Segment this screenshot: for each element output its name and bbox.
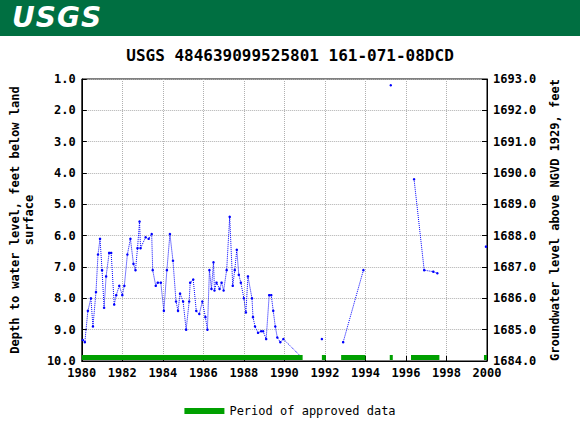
svg-text:4.0: 4.0	[54, 166, 76, 180]
svg-text:1980: 1980	[67, 366, 96, 380]
svg-text:1996: 1996	[392, 366, 421, 380]
svg-text:6.0: 6.0	[54, 229, 76, 243]
svg-text:1688.0: 1688.0	[493, 229, 536, 243]
svg-text:2000: 2000	[473, 366, 502, 380]
svg-text:Period of approved data: Period of approved data	[229, 404, 395, 418]
svg-text:1693.0: 1693.0	[493, 72, 536, 86]
svg-text:8.0: 8.0	[54, 291, 76, 305]
svg-text:1986: 1986	[189, 366, 218, 380]
svg-text:1998: 1998	[432, 366, 461, 380]
svg-text:1988: 1988	[229, 366, 258, 380]
svg-text:9.0: 9.0	[54, 323, 76, 337]
svg-text:1982: 1982	[108, 366, 137, 380]
html-text:USGS: USGS	[12, 1, 103, 34]
svg-text:USGS 484639099525801 161-071-0: USGS 484639099525801 161-071-08DCD	[126, 46, 454, 65]
svg-text:5.0: 5.0	[54, 197, 76, 211]
svg-text:1690.0: 1690.0	[493, 166, 536, 180]
svg-text:1691.0: 1691.0	[493, 135, 536, 149]
svg-text:1684.0: 1684.0	[493, 354, 537, 368]
svg-text:1686.0: 1686.0	[493, 291, 536, 305]
svg-text:Depth to water level, feet bel: Depth to water level, feet below land	[8, 86, 22, 353]
svg-text:surface: surface	[22, 195, 36, 246]
svg-text:1990: 1990	[270, 366, 299, 380]
svg-text:1994: 1994	[351, 366, 380, 380]
svg-text:1.0: 1.0	[54, 72, 76, 86]
svg-text:10.0: 10.0	[46, 354, 76, 368]
svg-text:3.0: 3.0	[54, 135, 76, 149]
svg-text:1692.0: 1692.0	[493, 103, 536, 117]
svg-text:1687.0: 1687.0	[493, 260, 536, 274]
svg-text:1689.0: 1689.0	[493, 197, 536, 211]
svg-text:Groundwater level above NGVD 1: Groundwater level above NGVD 1929, feet	[548, 79, 562, 361]
svg-text:1992: 1992	[310, 366, 339, 380]
svg-text:7.0: 7.0	[54, 260, 76, 274]
svg-text:1685.0: 1685.0	[493, 323, 536, 337]
svg-text:2.0: 2.0	[54, 103, 76, 117]
svg-text:1984: 1984	[148, 366, 177, 380]
